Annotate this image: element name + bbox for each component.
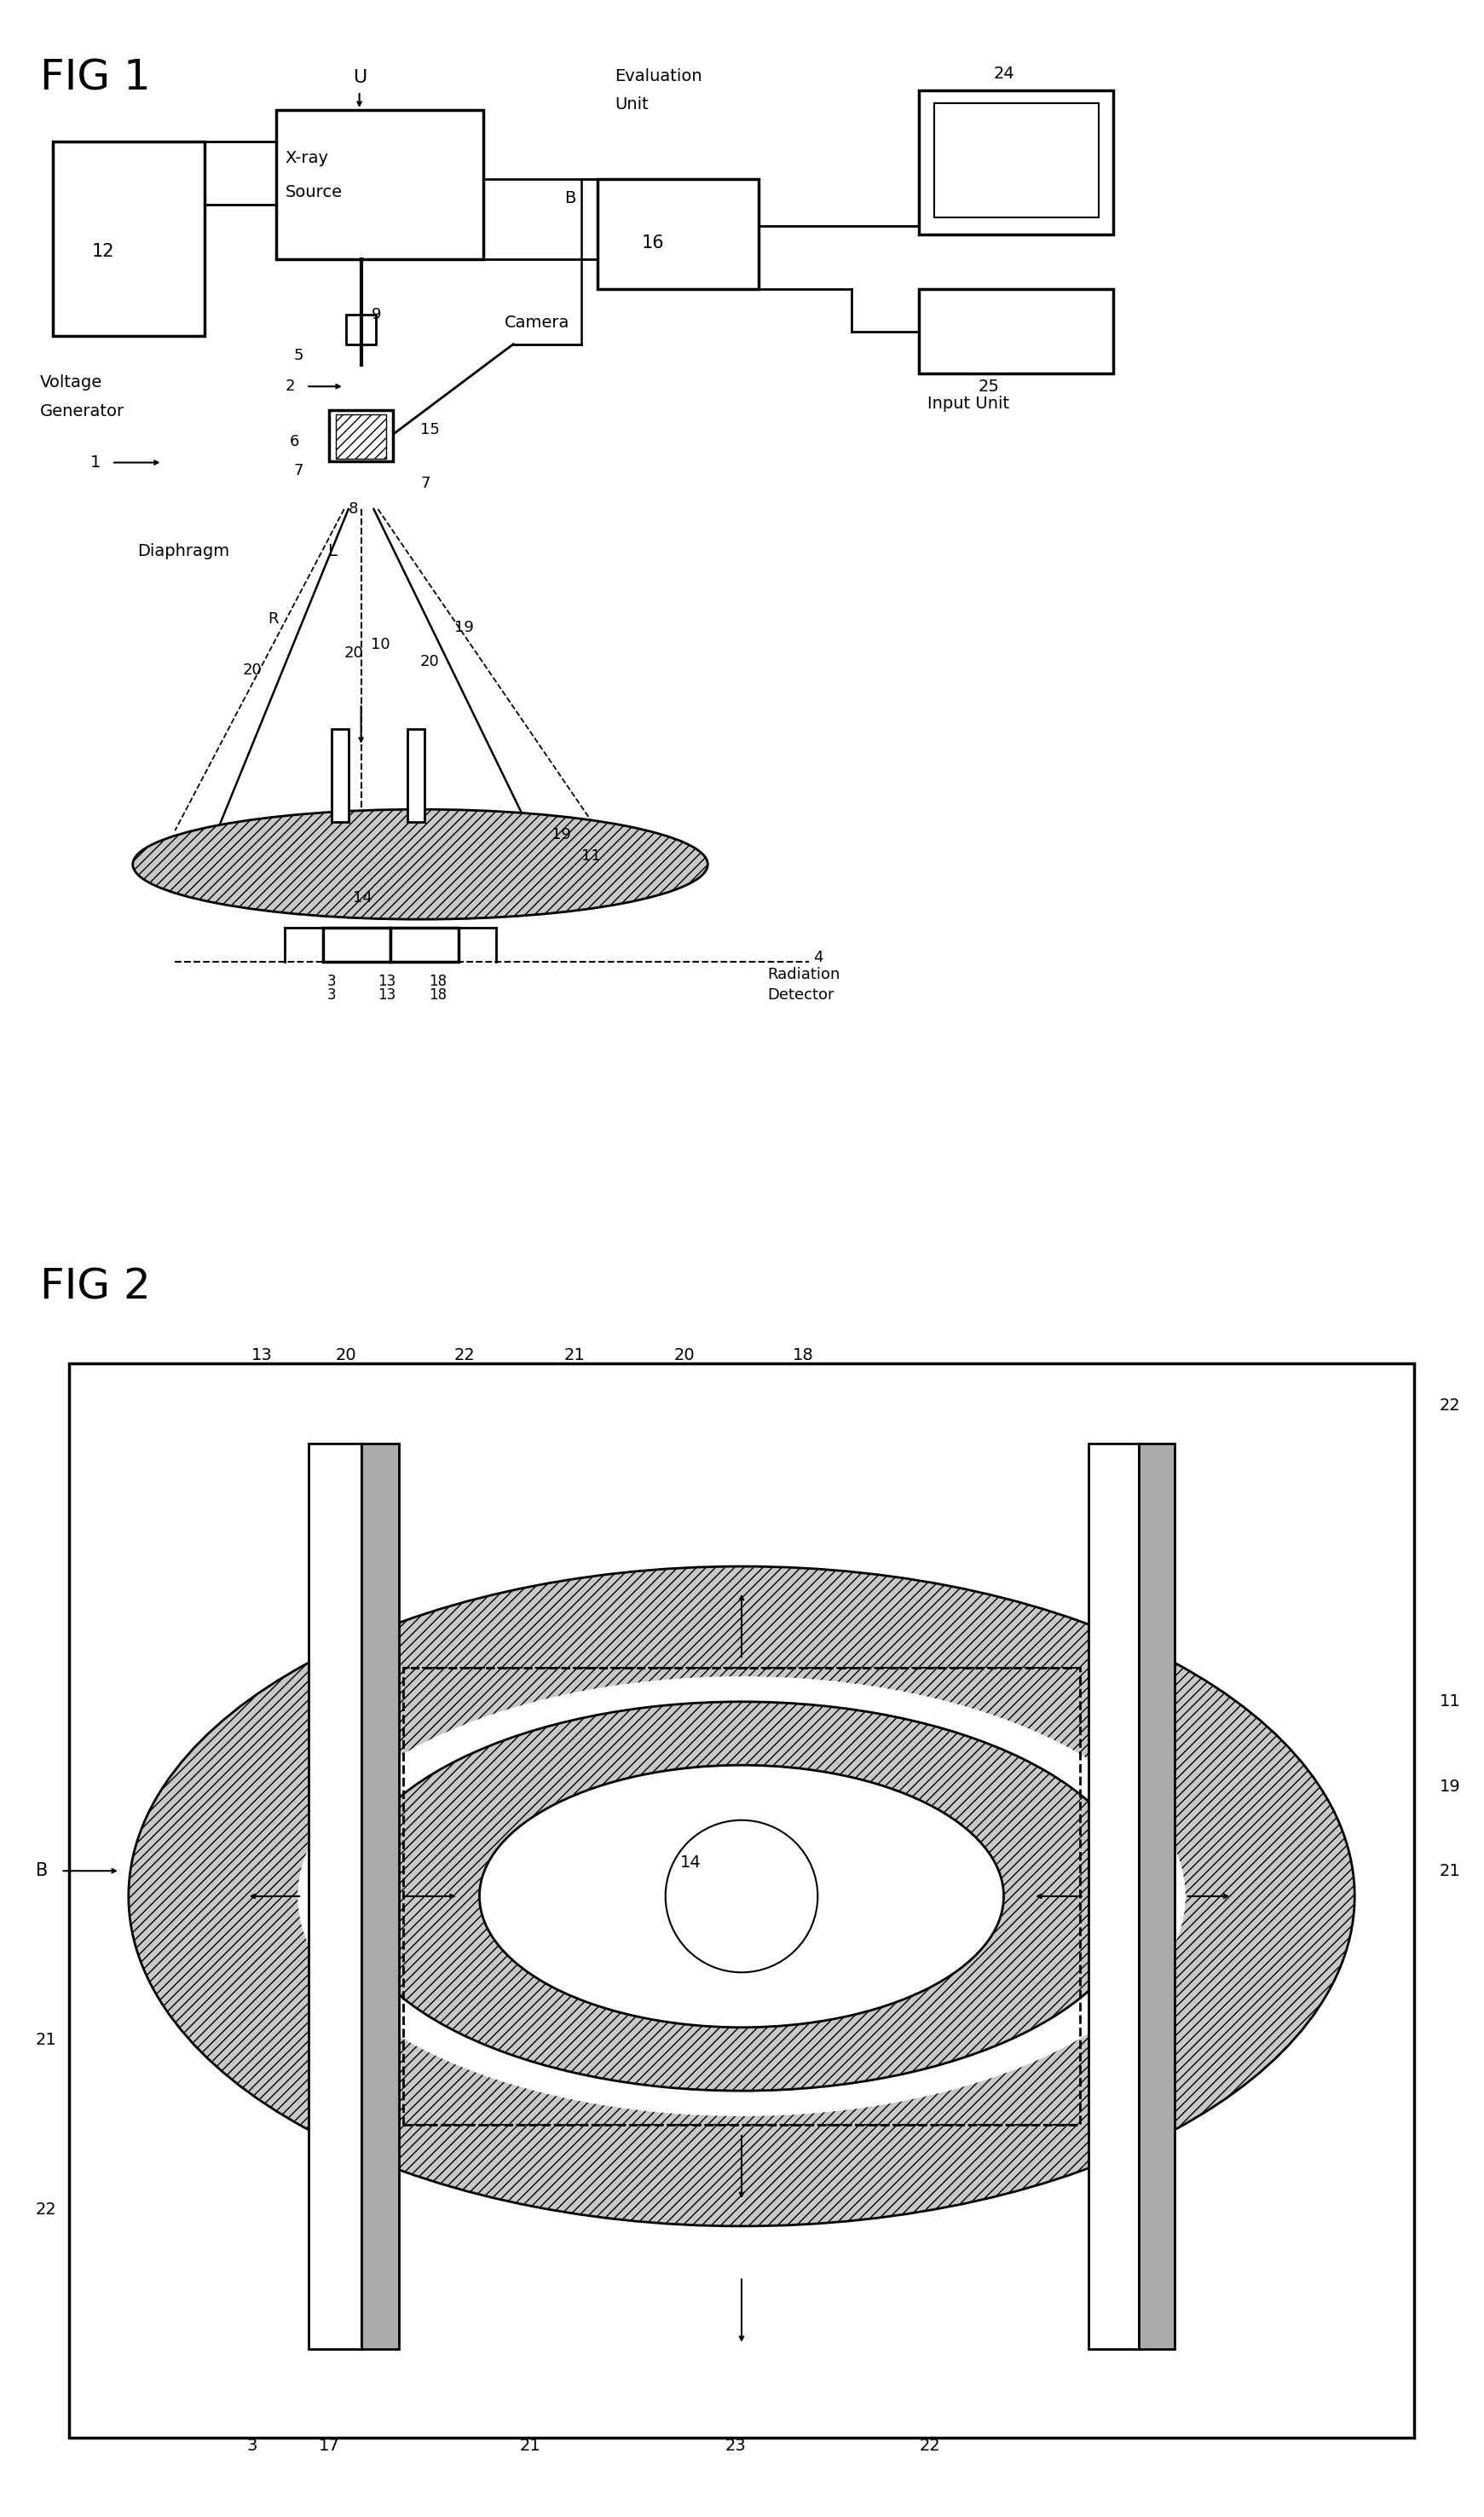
Text: 21: 21 [36,2031,56,2049]
Text: 19: 19 [1439,1777,1460,1795]
Bar [70,1364,1414,2436]
Text: 14: 14 [353,891,372,906]
Text: 2: 2 [285,378,295,395]
Text: 4: 4 [813,949,824,964]
Text: 20: 20 [344,644,364,659]
Text: Detector: Detector [767,987,834,1004]
Text: 20: 20 [420,654,439,670]
Ellipse shape [129,1566,1355,2225]
Text: 18: 18 [429,974,447,989]
Text: Input Unit: Input Unit [928,395,1009,410]
Text: 8: 8 [349,501,358,516]
Bar [1140,1445,1174,2348]
Text: 23: 23 [724,2439,746,2454]
Bar [1088,1445,1140,2348]
Text: Diaphragm: Diaphragm [137,544,229,559]
Text: Radiation: Radiation [767,967,840,982]
Text: 22: 22 [919,2439,941,2454]
Text: 18: 18 [792,1347,813,1364]
Ellipse shape [132,810,708,919]
Text: 12: 12 [92,242,114,259]
Text: 11: 11 [1439,1694,1460,1709]
Bar [361,1445,399,2348]
Text: 16: 16 [641,234,665,252]
Bar [919,289,1113,373]
Text: Source: Source [285,184,343,199]
Text: 24: 24 [993,65,1014,81]
Text: 11: 11 [580,848,601,863]
Text: B: B [564,189,576,206]
Bar [404,1669,1080,2124]
Text: 18: 18 [429,987,447,1004]
Text: 20: 20 [243,662,263,677]
Bar [329,410,393,461]
Bar [346,315,377,345]
Text: 19: 19 [552,828,571,843]
Text: Camera: Camera [505,315,570,332]
Bar [52,141,205,335]
Text: 6: 6 [289,433,298,448]
Text: 5: 5 [294,347,303,362]
Text: 21: 21 [564,1347,585,1364]
Bar [919,91,1113,234]
Text: 10: 10 [371,637,390,652]
Bar [276,111,484,259]
Bar [324,929,390,961]
Text: 3: 3 [328,974,337,989]
Text: 17: 17 [319,2439,340,2454]
Text: 13: 13 [378,987,396,1004]
Text: Unit: Unit [614,96,649,113]
Text: 20: 20 [335,1347,356,1364]
Text: 22: 22 [454,1347,475,1364]
Bar [309,1445,361,2348]
Text: X-ray: X-ray [285,151,328,166]
Bar [390,929,459,961]
Text: 22: 22 [36,2202,56,2217]
Text: 3: 3 [328,987,337,1004]
Text: 13: 13 [251,1347,272,1364]
Text: 3: 3 [246,2439,257,2454]
Text: 22: 22 [1439,1397,1460,1415]
Ellipse shape [479,1764,1003,2026]
Text: R: R [269,612,279,627]
Text: 7: 7 [294,463,303,478]
Text: Evaluation: Evaluation [614,68,702,83]
Text: 7: 7 [420,476,430,491]
Text: Voltage: Voltage [40,375,102,390]
Text: U: U [353,68,367,86]
Text: 1: 1 [91,456,101,471]
Text: 15: 15 [420,423,439,438]
Bar [598,179,758,289]
Text: B: B [36,1863,47,1880]
Text: FIG 1: FIG 1 [40,58,150,98]
Text: L: L [328,544,337,559]
Bar [408,730,424,823]
Text: 14: 14 [680,1855,702,1870]
Bar [331,730,349,823]
Text: Generator: Generator [40,403,125,420]
Bar [935,103,1098,216]
Text: 21: 21 [519,2439,540,2454]
Text: 21: 21 [1439,1863,1460,1880]
Ellipse shape [298,1676,1186,2117]
Text: 9: 9 [371,307,381,322]
Text: 25: 25 [978,378,1000,395]
Bar [335,415,386,458]
Bar [344,1616,1140,2175]
Text: 19: 19 [454,619,473,634]
Ellipse shape [344,1701,1140,2092]
Text: FIG 2: FIG 2 [40,1266,150,1309]
Text: 20: 20 [674,1347,695,1364]
Text: 13: 13 [378,974,396,989]
